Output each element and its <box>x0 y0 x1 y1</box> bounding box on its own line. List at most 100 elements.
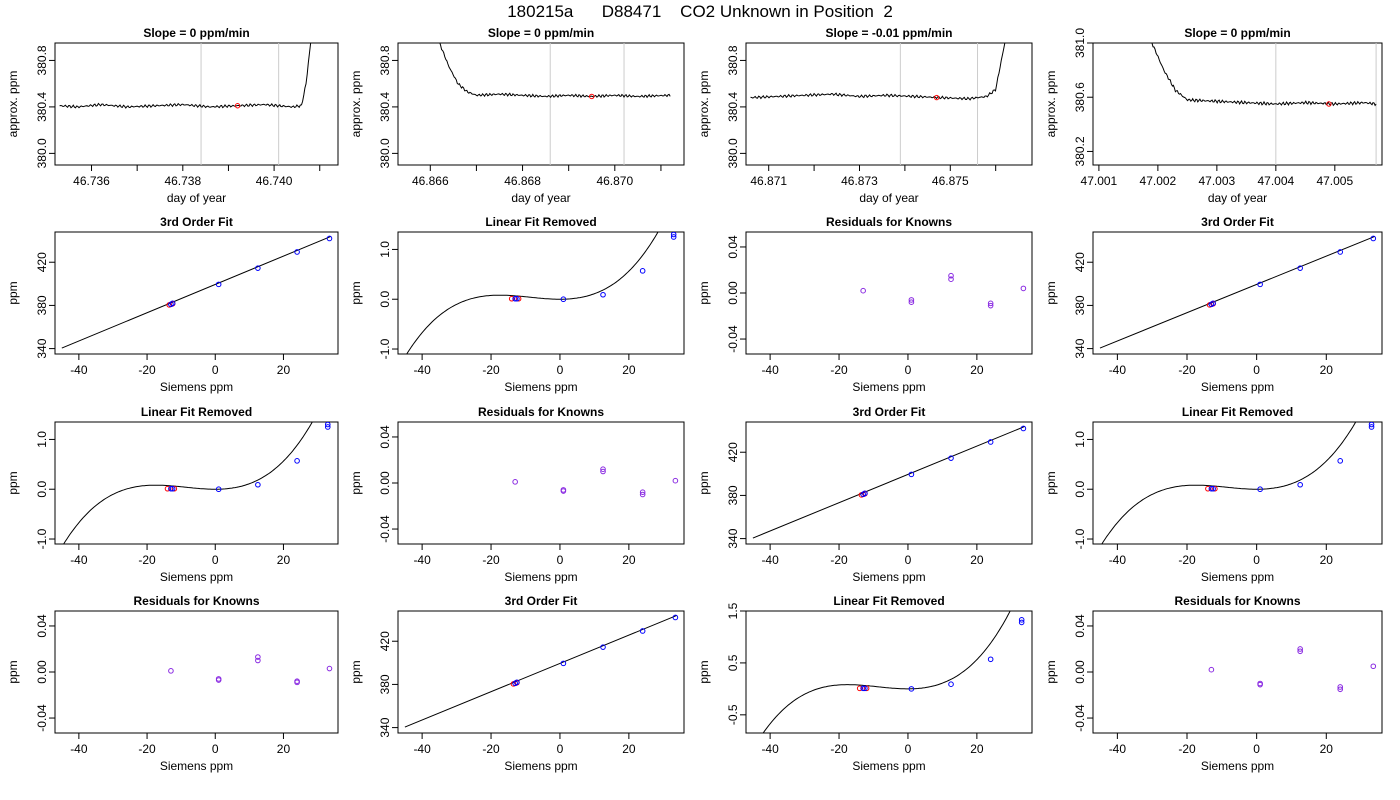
y-axis-label: ppm <box>349 660 363 683</box>
x-tick-label: 47.001 <box>1081 174 1118 188</box>
x-axis-label: day of year <box>859 191 918 205</box>
plot-area <box>63 422 331 544</box>
known-point <box>1337 684 1344 690</box>
x-axis-label: day of year <box>511 191 570 205</box>
known-point <box>987 302 994 309</box>
y-tick-label: -1.0 <box>378 338 392 359</box>
known-point <box>948 276 954 282</box>
plot-frame <box>745 231 1033 355</box>
plot-area <box>404 614 679 728</box>
x-tick-label: -40 <box>761 363 779 377</box>
series-line <box>750 43 1006 101</box>
y-tick-label: 380 <box>1073 295 1087 315</box>
panel-3-1: Linear Fit Removed -40 -20 0 20 -1.0 0.0 1.0 Sie… <box>6 405 339 584</box>
x-axis-label: Siemens ppm <box>852 380 925 394</box>
known-point <box>987 300 994 307</box>
x-tick-label: -20 <box>482 742 500 756</box>
known-point <box>255 657 261 664</box>
x-tick-label: -40 <box>1109 553 1127 567</box>
known-point <box>1018 617 1025 623</box>
x-tick-label: 47.002 <box>1140 174 1177 188</box>
panel-title: 3rd Order Fit <box>505 594 578 608</box>
known-point <box>514 295 520 302</box>
y-tick-label: -0.04 <box>1073 704 1087 732</box>
known-point <box>1368 424 1375 430</box>
x-tick-label: 20 <box>277 363 291 377</box>
known-point <box>908 297 915 303</box>
y-tick-label: -0.5 <box>726 704 740 725</box>
known-point <box>255 265 261 271</box>
known-point <box>1257 281 1263 288</box>
mean-marker <box>234 103 241 109</box>
y-axis-label: ppm <box>697 471 711 494</box>
x-tick-label: -20 <box>830 363 848 377</box>
panel-2-1: 3rd Order Fit -40 -20 0 20 340 380 420 Siemens p… <box>6 215 339 394</box>
plot-frame <box>54 231 339 355</box>
x-tick-label: 0 <box>1253 742 1260 756</box>
y-axis-label: ppm <box>6 471 20 494</box>
x-axis-label: Siemens ppm <box>504 759 577 773</box>
known-point <box>670 234 677 240</box>
fit-curve <box>1101 422 1357 544</box>
x-axis-label: Siemens ppm <box>852 759 925 773</box>
y-tick-label: -1.0 <box>35 528 49 549</box>
panel-3-2: Residuals for Knowns -40 -20 0 20 -0.04 0.00 0.… <box>349 405 685 584</box>
known-point <box>168 668 174 674</box>
y-tick-label: 380 <box>35 295 49 315</box>
x-tick-label: -40 <box>761 742 779 756</box>
x-tick-label: 46.871 <box>750 174 787 188</box>
x-axis-label: day of year <box>1208 191 1267 205</box>
unknown-point <box>171 485 178 492</box>
fit-curve <box>406 232 659 354</box>
figure-title: 180215a D88471 CO2 Unknown in Position 2 <box>507 2 893 21</box>
y-tick-label: 420 <box>726 442 740 462</box>
known-point <box>987 439 994 445</box>
plot-frame <box>54 610 339 734</box>
panel-2-2: Linear Fit Removed -40 -20 0 20 -1.0 0.0 1.0 Sie… <box>349 215 685 394</box>
known-point <box>862 490 868 497</box>
panel-title: Linear Fit Removed <box>485 215 596 229</box>
known-point <box>1337 686 1344 693</box>
y-tick-label: 380.6 <box>1073 82 1087 112</box>
y-axis-label: ppm <box>697 281 711 304</box>
x-tick-label: 20 <box>622 363 636 377</box>
y-tick-label: 380.0 <box>35 138 49 168</box>
known-point <box>560 488 567 494</box>
x-tick-label: 47.005 <box>1316 174 1353 188</box>
y-tick-label: 0.00 <box>726 281 740 305</box>
known-point <box>1297 481 1303 488</box>
unknown-point <box>863 685 870 692</box>
y-tick-label: 0.04 <box>726 235 740 259</box>
known-point <box>1257 486 1263 493</box>
unknown-point <box>164 485 171 492</box>
x-tick-label: 0 <box>905 553 912 567</box>
series-line <box>439 43 671 99</box>
x-tick-label: -40 <box>70 363 88 377</box>
x-tick-label: 0 <box>557 742 564 756</box>
plot-frame <box>1092 610 1383 734</box>
panel-3-4: Linear Fit Removed -40 -20 0 20 -1.0 0.0 1.0 Sie… <box>1044 405 1383 584</box>
x-tick-label: -40 <box>413 742 431 756</box>
x-tick-label: 46.875 <box>932 174 969 188</box>
series-line <box>59 43 312 109</box>
y-tick-label: 340 <box>1073 338 1087 358</box>
plot-area <box>762 611 1025 733</box>
known-point <box>600 644 606 650</box>
x-tick-label: -20 <box>138 553 156 567</box>
fit-line <box>404 614 678 728</box>
plot-frame <box>745 421 1033 545</box>
panel-title: 3rd Order Fit <box>853 405 926 419</box>
known-point <box>600 291 606 298</box>
x-axis-label: Siemens ppm <box>504 570 577 584</box>
x-tick-label: 0 <box>905 742 912 756</box>
y-axis-label: ppm <box>349 471 363 494</box>
y-tick-label: 0.0 <box>35 481 49 498</box>
panel-title: Linear Fit Removed <box>833 594 944 608</box>
x-axis-label: Siemens ppm <box>1201 759 1274 773</box>
known-point <box>639 628 646 634</box>
known-point <box>294 458 300 464</box>
x-tick-label: -20 <box>830 742 848 756</box>
y-tick-label: 380.8 <box>378 45 392 75</box>
y-tick-label: 0.04 <box>35 614 49 638</box>
x-tick-label: -40 <box>413 363 431 377</box>
